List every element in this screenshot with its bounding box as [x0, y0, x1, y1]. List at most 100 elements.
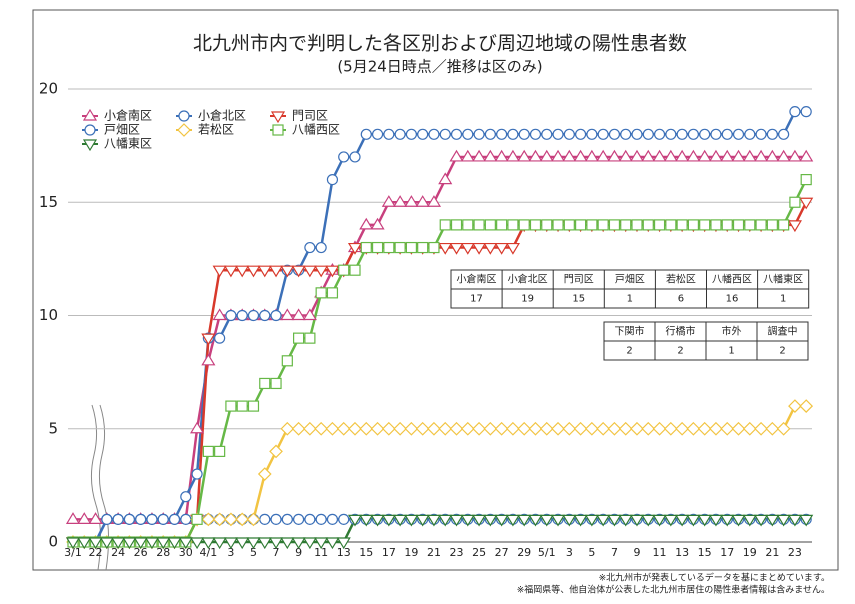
point — [259, 513, 271, 525]
point — [338, 264, 350, 276]
point — [223, 537, 238, 550]
point — [584, 514, 599, 527]
point — [744, 219, 756, 231]
point — [438, 514, 453, 527]
point — [787, 220, 802, 233]
point — [787, 149, 802, 162]
point — [721, 128, 733, 140]
point — [618, 514, 633, 527]
point — [325, 265, 340, 278]
point — [438, 172, 453, 185]
point — [235, 512, 250, 527]
point — [472, 242, 487, 255]
point — [257, 537, 272, 550]
point — [697, 149, 712, 162]
legend-marker — [82, 108, 98, 121]
point — [709, 421, 723, 436]
point — [280, 537, 295, 550]
x-tick-label: 9 — [634, 546, 641, 559]
point — [732, 128, 745, 140]
point — [201, 353, 216, 366]
point — [586, 219, 598, 231]
point — [178, 537, 193, 550]
x-tick-label: 11 — [314, 546, 328, 559]
point — [528, 514, 543, 527]
point — [652, 421, 667, 436]
point — [663, 149, 678, 162]
point — [720, 421, 735, 436]
point — [483, 514, 498, 527]
legend-marker — [84, 124, 96, 136]
point — [393, 195, 408, 207]
point — [65, 537, 81, 550]
point — [383, 128, 395, 140]
point — [371, 128, 384, 140]
table-cell: 2 — [677, 346, 683, 357]
point — [347, 242, 363, 255]
point — [596, 421, 611, 436]
point — [214, 445, 226, 457]
point — [483, 149, 498, 162]
point — [550, 149, 566, 162]
point — [212, 537, 227, 550]
point — [370, 421, 385, 436]
point — [157, 513, 169, 525]
point — [304, 332, 316, 344]
point — [765, 421, 780, 436]
point — [336, 537, 351, 550]
table-header: 下関市 — [615, 325, 645, 338]
point — [541, 128, 553, 140]
point — [88, 537, 103, 550]
point — [539, 514, 554, 527]
point — [426, 514, 442, 527]
x-tick-label: 30 — [179, 546, 193, 559]
point — [214, 332, 226, 344]
point — [460, 421, 475, 436]
point — [257, 467, 272, 481]
point — [675, 149, 690, 162]
point — [144, 537, 160, 550]
legend-marker — [177, 123, 191, 137]
point — [494, 242, 509, 255]
point — [449, 421, 464, 436]
point — [349, 264, 361, 276]
point — [236, 400, 248, 412]
x-tick-label: 17 — [382, 546, 396, 559]
x-tick-label: 26 — [134, 546, 148, 559]
point — [77, 537, 92, 550]
point — [573, 514, 588, 527]
axis-break — [90, 404, 110, 571]
point — [641, 514, 656, 527]
point — [562, 514, 577, 527]
point — [247, 309, 260, 322]
x-tick-label: 5/1 — [538, 546, 556, 559]
table-header: 市外 — [722, 325, 742, 338]
point — [439, 219, 451, 231]
point — [415, 514, 430, 527]
point — [721, 219, 733, 231]
point — [641, 149, 656, 162]
point — [618, 149, 633, 162]
table-header: 八幡西区 — [712, 273, 752, 286]
point — [259, 309, 271, 322]
point — [291, 537, 306, 550]
x-tick-label: 28 — [156, 546, 170, 559]
x-tick-label: 24 — [111, 546, 125, 559]
point — [596, 149, 611, 162]
point — [123, 513, 135, 525]
point — [246, 537, 261, 550]
y-tick-label: 20 — [39, 80, 58, 98]
point — [472, 421, 486, 436]
point — [699, 128, 711, 140]
point — [426, 195, 442, 207]
table-cell: 2 — [779, 346, 785, 357]
point — [326, 513, 339, 525]
point — [460, 514, 475, 527]
point — [224, 512, 238, 527]
point — [381, 514, 396, 527]
point — [607, 514, 622, 527]
point — [731, 421, 746, 436]
point — [302, 537, 317, 550]
point — [607, 421, 622, 436]
point — [427, 421, 441, 436]
